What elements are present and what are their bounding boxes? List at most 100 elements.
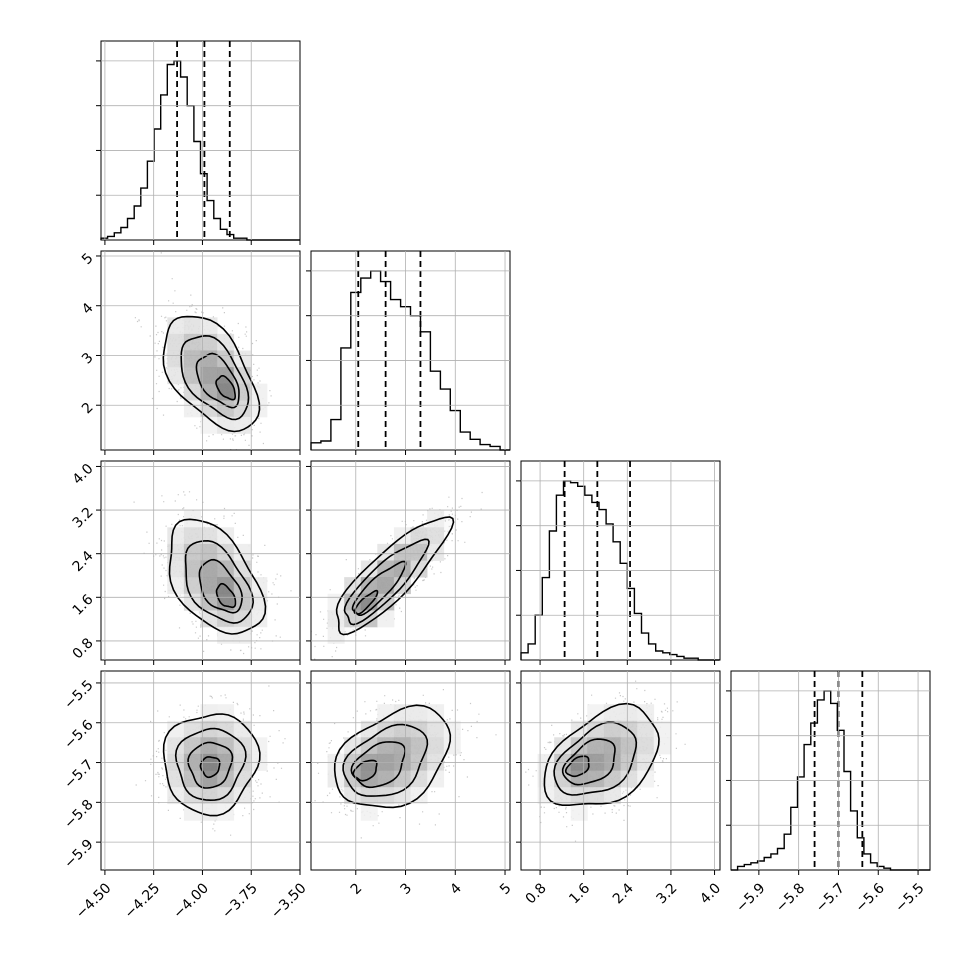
density-pixel — [570, 803, 588, 821]
histogram-step-2 — [520, 480, 720, 661]
contour-level-3 — [564, 755, 590, 778]
contour-level-3 — [352, 759, 378, 782]
density-pixel — [233, 416, 251, 434]
density-pixel — [427, 737, 445, 755]
density-pixel — [443, 720, 461, 738]
density-pixel — [393, 704, 411, 722]
density-pixel — [217, 333, 235, 351]
density-pixel — [217, 400, 235, 418]
pair-frame-3-0 — [100, 670, 301, 871]
panel-content — [311, 491, 483, 660]
density-pixel — [167, 720, 185, 738]
pair-ticks-1-0 — [96, 255, 301, 455]
density-pixel — [410, 704, 428, 722]
density-pixel — [233, 350, 251, 368]
contour-level-0 — [543, 702, 660, 806]
pair-panel-2-1 — [310, 460, 511, 661]
hist-frame-2 — [520, 460, 721, 661]
density-pixel — [167, 577, 185, 595]
density-pixel — [427, 720, 445, 738]
hist-frame-0 — [100, 40, 301, 241]
contour-level-3 — [215, 582, 237, 609]
density-pixel — [537, 770, 555, 788]
panel-content — [135, 685, 286, 836]
density-pixel — [393, 787, 411, 805]
hist-panel-0 — [100, 40, 301, 241]
density-pixel — [183, 737, 201, 755]
hist-ticks-0 — [96, 60, 301, 245]
pair-panel-3-0 — [100, 670, 301, 871]
hist-frame-1 — [310, 250, 511, 451]
density-pixel — [327, 626, 345, 644]
histogram-step-0 — [100, 60, 300, 241]
pair-ticks-2-1 — [306, 465, 506, 665]
pair-frame-2-1 — [310, 460, 511, 661]
panel-content — [134, 252, 272, 450]
density-pixel — [183, 527, 201, 545]
density-pixel — [183, 593, 201, 611]
contour-level-3 — [353, 589, 379, 615]
contour-level-2 — [198, 558, 243, 614]
density-pixel — [377, 770, 395, 788]
density-pixel — [410, 770, 428, 788]
density-pixel — [200, 367, 218, 385]
density-pixel — [167, 560, 185, 578]
hist-panel-1 — [310, 250, 511, 451]
density-pixel — [200, 577, 218, 595]
density-pixel — [620, 704, 638, 722]
density-pixel — [637, 770, 655, 788]
density-pixel — [427, 510, 445, 528]
density-pixel — [167, 737, 185, 755]
pair-ticks-3-1 — [306, 682, 506, 875]
hist-frame-3 — [730, 670, 931, 871]
density-pixel — [620, 770, 638, 788]
density-pixel — [637, 704, 655, 722]
panel-content — [314, 689, 497, 839]
pair-panel-1-0 — [100, 250, 301, 451]
contour-level-2 — [351, 560, 407, 616]
pair-panel-3-2 — [520, 670, 721, 871]
density-pixel — [360, 577, 378, 595]
contour-level-2 — [187, 741, 234, 789]
pair-ticks-3-0 — [96, 682, 301, 875]
density-pixel — [167, 367, 185, 385]
density-pixel — [233, 720, 251, 738]
pair-panel-2-0 — [100, 460, 301, 661]
density-pixel — [217, 527, 235, 545]
density-pixel — [393, 560, 411, 578]
density-pixel — [427, 770, 445, 788]
density-pixel — [360, 560, 378, 578]
density-pixel — [200, 737, 218, 755]
density-pixel — [620, 737, 638, 755]
density-pixel — [217, 416, 235, 434]
density-pixel — [167, 317, 185, 335]
pair-grid-3-2 — [521, 671, 720, 870]
density-pixel — [587, 770, 605, 788]
density-pixel — [200, 543, 218, 561]
histogram-step-1 — [310, 270, 510, 451]
pair-ticks-3-2 — [516, 682, 716, 875]
density-pixel — [360, 803, 378, 821]
hist-grid-3 — [731, 671, 930, 870]
pair-grid-3-1 — [311, 671, 510, 870]
contour-level-1 — [174, 727, 247, 802]
density-pixel — [183, 560, 201, 578]
density-pixel — [217, 704, 235, 722]
density-pixel — [200, 400, 218, 418]
density-pixel — [427, 527, 445, 545]
density-pixel — [217, 383, 235, 401]
density-pixel — [410, 560, 428, 578]
density-pixel — [377, 704, 395, 722]
panel-content — [133, 491, 292, 655]
density-pixel — [554, 787, 572, 805]
contour-level-3 — [199, 756, 221, 779]
contour-level-1 — [180, 334, 250, 421]
density-pixel — [554, 770, 572, 788]
density-pixel — [603, 787, 621, 805]
pair-ticks-2-0 — [96, 465, 301, 665]
pair-frame-3-2 — [520, 670, 721, 871]
hist-ticks-1 — [306, 270, 506, 455]
